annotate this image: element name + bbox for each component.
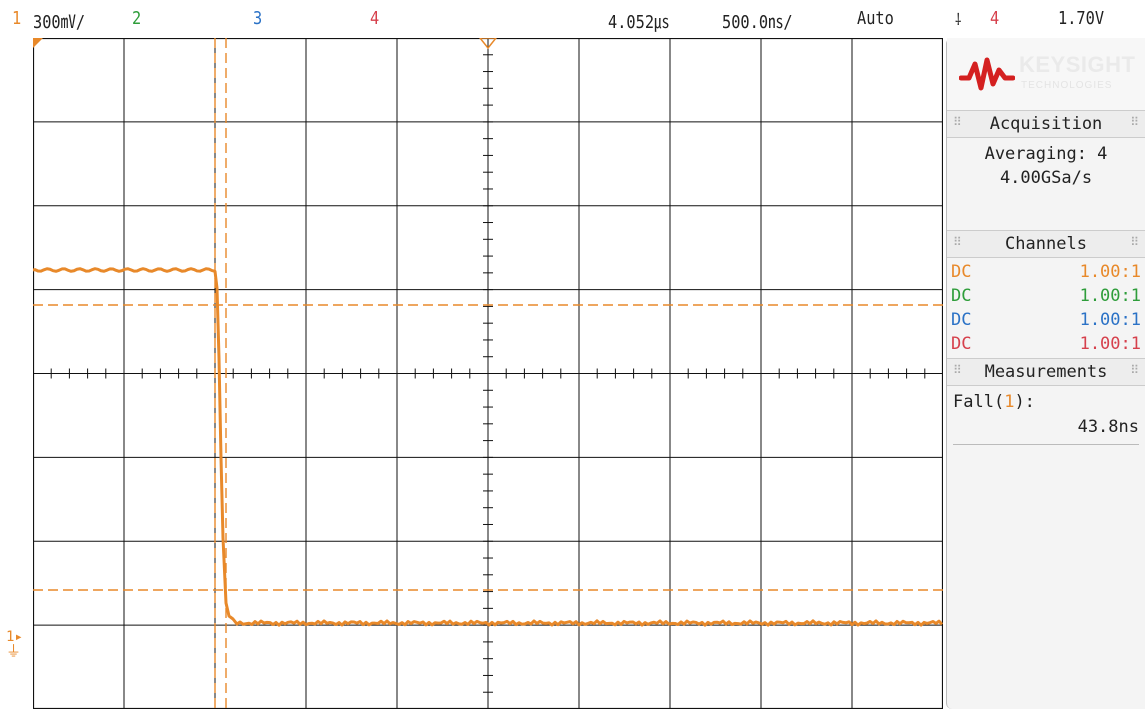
channel-coupling: DC: [951, 286, 972, 306]
grip-icon: ⠿: [953, 115, 962, 129]
keysight-wave-icon: [959, 57, 1015, 91]
ground-marker-label: 1: [6, 629, 15, 645]
measurements-header[interactable]: ⠿ Measurements ⠿: [947, 358, 1145, 386]
ch4-number[interactable]: 4: [370, 8, 380, 29]
ground-icon: ⏚: [6, 642, 22, 660]
channels-body: DC 1.00:1 DC 1.00:1 DC 1.00:1 DC 1.00:1: [947, 258, 1145, 358]
scope-status-bar: 1 300㎷/ 2 3 4 4.052㎲ 500.0㎱/ Auto ⸸ 4 1.…: [0, 0, 1145, 38]
channel-coupling: DC: [951, 262, 972, 282]
fall-measurement-label[interactable]: Fall(1):: [953, 390, 1139, 414]
acquisition-body: Averaging: 4 4.00GSa/s: [947, 138, 1145, 230]
horizontal-delay[interactable]: 4.052㎲: [608, 12, 670, 33]
acquisition-mode: Averaging: 4: [984, 144, 1108, 164]
ch2-number[interactable]: 2: [132, 8, 142, 29]
trigger-position-marker: [479, 38, 497, 50]
channels-header[interactable]: ⠿ Channels ⠿: [947, 230, 1145, 258]
fall-label-prefix: Fall(: [953, 392, 1005, 412]
channels-title: Channels: [1005, 234, 1087, 254]
channel-probe-ratio: 1.00:1: [1079, 310, 1141, 330]
logo-brand-text: KEYSIGHT: [1019, 52, 1136, 77]
measurements-title: Measurements: [984, 362, 1108, 382]
waveform-display[interactable]: [33, 38, 943, 709]
fall-label-suffix: ):: [1014, 392, 1035, 412]
trigger-level[interactable]: 1.70V: [1058, 8, 1105, 29]
channel-probe-ratio: 1.00:1: [1079, 286, 1141, 306]
channel-row-2[interactable]: DC 1.00:1: [951, 284, 1141, 308]
acquisition-title: Acquisition: [989, 114, 1103, 134]
ch1-waveform-trace: [33, 267, 943, 627]
trigger-source[interactable]: 4: [990, 8, 1000, 29]
acquisition-header[interactable]: ⠿ Acquisition ⠿: [947, 110, 1145, 138]
side-panel: KEYSIGHT TECHNOLOGIES ⠿ Acquisition ⠿ Av…: [946, 38, 1145, 709]
graticule-svg: [33, 38, 943, 709]
ch1-scale[interactable]: 300㎷/: [33, 12, 86, 33]
ch3-number[interactable]: 3: [253, 8, 263, 29]
channel-coupling: DC: [951, 334, 972, 354]
ground-arrow-icon: ▸: [14, 629, 23, 645]
ground-marker[interactable]: 1▸ ⏚: [6, 630, 32, 662]
channel-row-3[interactable]: DC 1.00:1: [951, 308, 1141, 332]
fall-measurement-value: 43.8ns: [953, 414, 1139, 445]
channel-probe-ratio: 1.00:1: [1079, 334, 1141, 354]
grip-icon: ⠿: [953, 235, 962, 249]
channel-coupling: DC: [951, 310, 972, 330]
grip-icon: ⠿: [1130, 235, 1139, 249]
channel-probe-ratio: 1.00:1: [1079, 262, 1141, 282]
channel-row-4[interactable]: DC 1.00:1: [951, 332, 1141, 356]
measurements-body: Fall(1): 43.8ns: [947, 386, 1145, 449]
channel-row-1[interactable]: DC 1.00:1: [951, 260, 1141, 284]
fall-label-channel: 1: [1004, 392, 1015, 412]
grip-icon: ⠿: [1130, 115, 1139, 129]
acquisition-rate: 4.00GSa/s: [999, 168, 1093, 188]
grip-icon: ⠿: [1130, 363, 1139, 377]
trigger-mode[interactable]: Auto: [857, 8, 894, 29]
ch1-number[interactable]: 1: [12, 8, 22, 29]
trigger-edge-icon[interactable]: ⸸: [955, 10, 962, 29]
keysight-logo: KEYSIGHT TECHNOLOGIES: [947, 38, 1145, 110]
logo-sub-text: TECHNOLOGIES: [1021, 80, 1113, 91]
timebase-scale[interactable]: 500.0㎱/: [722, 12, 793, 33]
grip-icon: ⠿: [953, 363, 962, 377]
reference-corner-marker: [33, 38, 43, 48]
